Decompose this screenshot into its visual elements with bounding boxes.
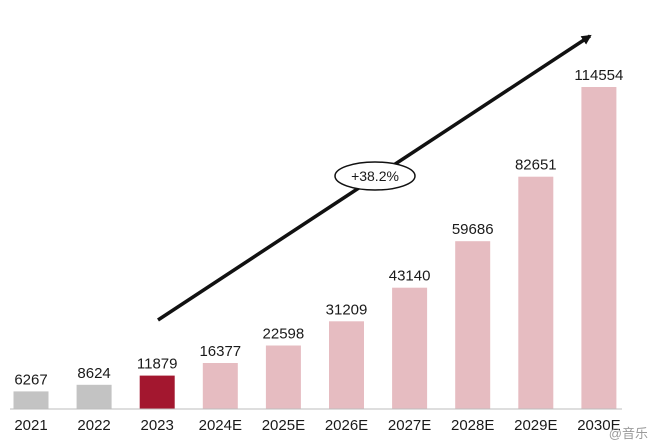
value-label-2021: 6267 xyxy=(14,371,47,388)
bar-2027E xyxy=(392,287,428,409)
bar-2029E xyxy=(518,176,554,409)
value-label-2030E: 114554 xyxy=(574,67,623,84)
value-label-2026E: 31209 xyxy=(326,301,368,318)
x-tick-2029E: 2029E xyxy=(514,417,557,434)
growth-badge: +38.2% xyxy=(334,161,416,191)
bar-2028E xyxy=(455,241,491,409)
bar-2022 xyxy=(76,384,112,409)
value-label-2023: 11879 xyxy=(137,356,178,373)
growth-badge-ellipse xyxy=(334,161,416,191)
value-label-2028E: 59686 xyxy=(452,221,494,238)
x-tick-2027E: 2027E xyxy=(388,417,431,434)
bar-2021 xyxy=(13,391,49,409)
x-tick-2030E: 2030E xyxy=(577,417,620,434)
value-label-2027E: 43140 xyxy=(389,268,431,285)
x-tick-2022: 2022 xyxy=(77,417,110,434)
bar-2025E xyxy=(265,345,301,409)
growth-badge-text: +38.2% xyxy=(351,168,399,184)
bar-2023 xyxy=(139,375,175,409)
value-label-2022: 8624 xyxy=(77,365,110,382)
value-label-2025E: 22598 xyxy=(263,326,305,343)
x-axis-ticks: 2021 2022 2023 2024E 2025E 2026E 2027E 2028E 202… xyxy=(14,417,620,434)
bars-group xyxy=(13,87,617,409)
x-tick-2024E: 2024E xyxy=(199,417,242,434)
value-label-2029E: 82651 xyxy=(515,157,557,174)
value-labels-group: 6267 8624 11879 16377 22598 31209 43140 59686 82… xyxy=(14,67,623,388)
x-tick-2021: 2021 xyxy=(14,417,47,434)
watermark-text: @音乐 xyxy=(609,426,648,441)
bar-2030E xyxy=(581,87,617,409)
bar-2024E xyxy=(202,363,238,409)
bar-2026E xyxy=(329,321,364,409)
value-label-2024E: 16377 xyxy=(199,343,241,360)
x-tick-2028E: 2028E xyxy=(451,417,494,434)
x-tick-2023: 2023 xyxy=(141,417,174,434)
x-tick-2026E: 2026E xyxy=(325,417,368,434)
x-tick-2025E: 2025E xyxy=(262,417,305,434)
